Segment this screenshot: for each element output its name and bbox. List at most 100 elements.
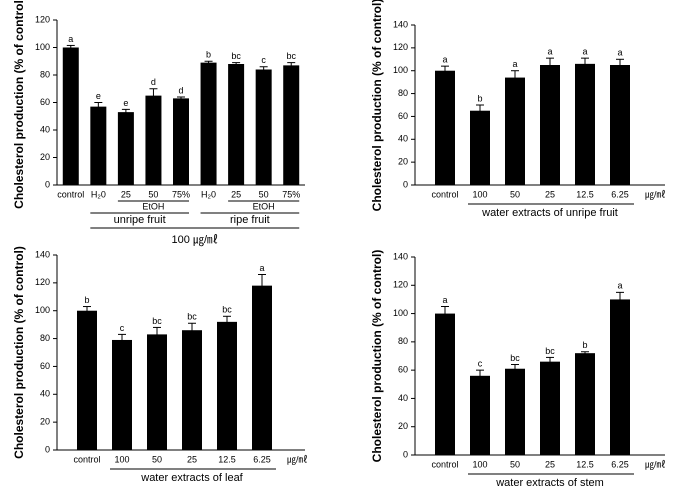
unit-label: ㎍/㎖	[645, 189, 666, 200]
significance-letter: e	[123, 98, 128, 108]
y-tick-label: 40	[40, 389, 50, 399]
bar	[505, 77, 525, 185]
x-tick-label: 12.5	[576, 189, 594, 199]
significance-letter: c	[478, 359, 483, 369]
bar	[145, 95, 162, 185]
x-tick-label: 50	[510, 189, 520, 199]
bar	[200, 62, 217, 185]
subgroup-label: EtOH	[253, 201, 275, 211]
x-tick-label: 25	[121, 189, 131, 199]
significance-letter: b	[206, 50, 211, 60]
y-tick-label: 100	[393, 308, 408, 318]
x-tick-label: 50	[259, 189, 269, 199]
significance-letter: d	[151, 77, 156, 87]
bar	[540, 361, 560, 455]
x-tick-label: 6.25	[611, 459, 629, 469]
y-tick-label: 40	[398, 393, 408, 403]
y-tick-label: 120	[393, 42, 408, 52]
x-tick-label: 25	[231, 189, 241, 199]
bar	[147, 334, 167, 450]
y-tick-label: 60	[398, 365, 408, 375]
significance-letter: d	[178, 85, 183, 95]
x-tick-label: 50	[148, 189, 158, 199]
significance-letter: a	[617, 281, 622, 291]
x-tick-label: H₂0	[201, 189, 216, 199]
significance-letter: b	[477, 93, 482, 103]
significance-letter: bc	[510, 353, 520, 363]
y-axis-label: Cholesterol production (% of control)	[12, 246, 26, 459]
bar	[470, 110, 490, 185]
bar	[610, 65, 630, 185]
significance-letter: a	[547, 47, 552, 57]
y-tick-label: 80	[40, 333, 50, 343]
y-tick-label: 60	[398, 111, 408, 121]
significance-letter: a	[259, 263, 264, 273]
bar	[255, 69, 272, 185]
x-axis-label: water extracts of stem	[495, 477, 604, 489]
x-tick-label: control	[73, 454, 100, 464]
y-tick-label: 60	[40, 361, 50, 371]
bar	[575, 63, 595, 185]
y-tick-label: 140	[393, 19, 408, 29]
significance-letter: a	[442, 295, 447, 305]
x-tick-label: 100	[114, 454, 129, 464]
y-tick-label: 120	[393, 280, 408, 290]
significance-letter: b	[84, 295, 89, 305]
x-tick-label: control	[431, 189, 458, 199]
y-tick-label: 20	[40, 152, 50, 162]
y-tick-label: 80	[398, 88, 408, 98]
bar	[182, 330, 202, 450]
y-tick-label: 100	[35, 305, 50, 315]
x-tick-label: 25	[187, 454, 197, 464]
y-tick-label: 0	[403, 179, 408, 189]
bar	[62, 47, 79, 185]
significance-letter: c	[120, 323, 125, 333]
bar	[252, 285, 272, 450]
x-tick-label: control	[57, 189, 84, 199]
bar	[112, 339, 132, 450]
significance-letter: bc	[231, 51, 241, 61]
significance-letter: a	[582, 47, 587, 57]
x-tick-label: 75%	[172, 189, 190, 199]
group-label: unripe fruit	[114, 214, 166, 226]
significance-letter: c	[261, 55, 266, 65]
x-tick-label: 75%	[282, 189, 300, 199]
y-tick-label: 80	[40, 69, 50, 79]
bar	[283, 65, 300, 185]
x-axis-label: 100 ㎍/㎖	[172, 233, 218, 246]
significance-letter: a	[68, 34, 73, 44]
y-axis-label: Cholesterol production (% of control)	[12, 0, 26, 209]
significance-letter: a	[617, 48, 622, 58]
x-tick-label: 12.5	[576, 459, 594, 469]
bar	[470, 375, 490, 455]
bar	[505, 368, 525, 455]
y-tick-label: 40	[40, 124, 50, 134]
x-axis-label: water extracts of leaf	[140, 472, 243, 484]
y-tick-label: 120	[35, 277, 50, 287]
bar	[77, 310, 97, 450]
x-tick-label: 50	[510, 459, 520, 469]
significance-letter: bc	[187, 312, 197, 322]
y-tick-label: 100	[35, 42, 50, 52]
x-tick-label: H₂0	[91, 189, 106, 199]
significance-letter: a	[442, 55, 447, 65]
y-tick-label: 0	[403, 449, 408, 459]
x-axis-label: water extracts of unripe fruit	[481, 207, 618, 219]
unit-label: ㎍/㎖	[645, 459, 666, 470]
x-tick-label: 100	[472, 189, 487, 199]
x-tick-label: 6.25	[253, 454, 271, 464]
unit-label: ㎍/㎖	[287, 454, 308, 465]
y-tick-label: 0	[45, 444, 50, 454]
bar	[217, 321, 237, 450]
bar	[228, 64, 245, 185]
significance-letter: bc	[545, 346, 555, 356]
significance-letter: b	[582, 340, 587, 350]
significance-letter: e	[96, 91, 101, 101]
y-tick-label: 20	[398, 157, 408, 167]
significance-letter: a	[512, 59, 517, 69]
y-axis-label: Cholesterol production (% of control)	[370, 0, 384, 211]
x-tick-label: 25	[545, 189, 555, 199]
subgroup-label: EtOH	[142, 201, 164, 211]
bar	[575, 353, 595, 455]
x-tick-label: 6.25	[611, 189, 629, 199]
